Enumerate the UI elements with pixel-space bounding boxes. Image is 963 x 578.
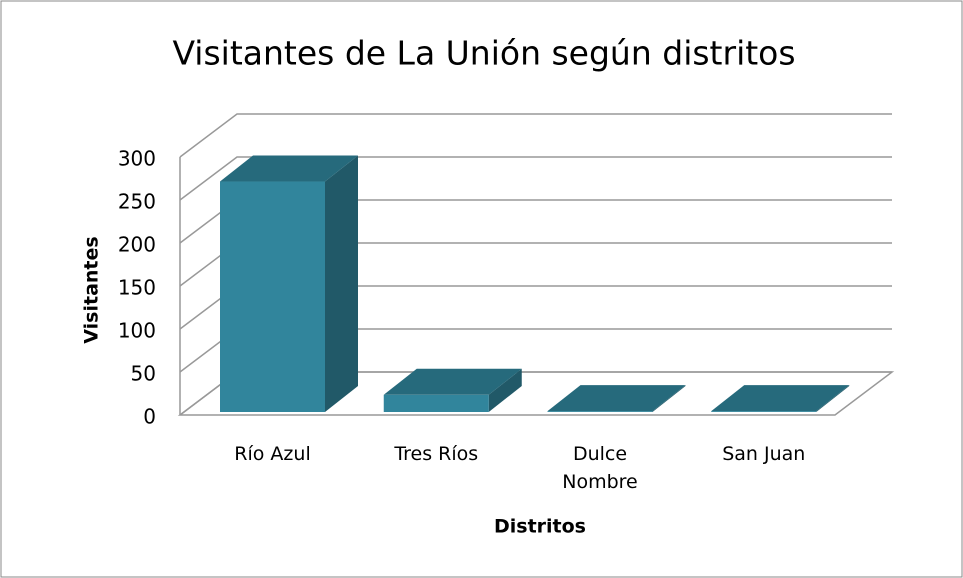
bar-top [711, 385, 850, 412]
bar-top [383, 368, 522, 395]
y-tick-label: 300 [118, 147, 156, 171]
y-tick-label: 100 [118, 319, 156, 343]
bar-front [547, 411, 653, 412]
grid-line [179, 113, 892, 158]
bar-top [547, 385, 686, 412]
y-axis-label: Visitantes [81, 236, 103, 343]
x-tick-label: Dulce Nombre [562, 443, 638, 493]
bar-side [325, 155, 358, 412]
bar-front [711, 411, 817, 412]
x-tick-label: Tres Ríos [394, 443, 479, 465]
chart-title: Visitantes de La Unión según distritos [172, 34, 795, 73]
y-tick-label: 50 [131, 362, 156, 386]
bar-side [652, 385, 686, 412]
x-tick-label: Río Azul [234, 443, 311, 465]
bar [547, 385, 686, 412]
y-tick-label: 200 [118, 233, 156, 257]
grid-line [179, 156, 892, 201]
bar-side [816, 385, 850, 412]
bar-front [383, 394, 489, 412]
bar [383, 368, 522, 412]
y-tick-label: 0 [143, 405, 156, 429]
bar [220, 155, 358, 412]
bar [711, 385, 850, 412]
y-tick-label: 250 [118, 190, 156, 214]
x-tick-label: San Juan [722, 443, 806, 465]
bar-side [488, 368, 522, 412]
bar-top [220, 155, 358, 182]
bar-front [220, 181, 325, 412]
y-tick-label: 150 [118, 276, 156, 300]
x-axis-label: Distritos [494, 516, 586, 538]
